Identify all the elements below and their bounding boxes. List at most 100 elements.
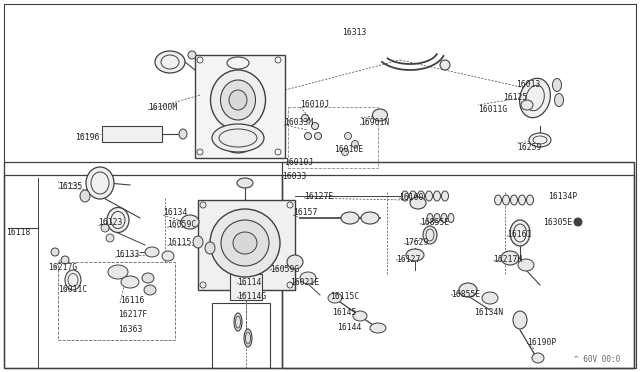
Text: 16217G: 16217G xyxy=(48,263,77,272)
Ellipse shape xyxy=(287,255,303,269)
Ellipse shape xyxy=(142,273,154,283)
Bar xyxy=(4,175,282,368)
Ellipse shape xyxy=(305,132,312,140)
Text: 16010J: 16010J xyxy=(284,158,313,167)
Text: 16059C: 16059C xyxy=(167,220,196,229)
Ellipse shape xyxy=(211,70,266,130)
Text: 16144: 16144 xyxy=(337,323,362,332)
Ellipse shape xyxy=(179,129,187,139)
Text: 16115C: 16115C xyxy=(330,292,359,301)
Bar xyxy=(230,274,262,300)
Ellipse shape xyxy=(426,191,433,201)
Ellipse shape xyxy=(521,100,533,110)
Ellipse shape xyxy=(520,78,550,118)
Ellipse shape xyxy=(65,270,81,290)
Ellipse shape xyxy=(502,195,509,205)
Ellipse shape xyxy=(193,236,203,248)
Ellipse shape xyxy=(511,195,518,205)
Ellipse shape xyxy=(574,218,582,226)
Text: 16134N: 16134N xyxy=(474,308,503,317)
Ellipse shape xyxy=(441,214,447,222)
Ellipse shape xyxy=(301,115,308,122)
Text: 16116: 16116 xyxy=(120,296,145,305)
Ellipse shape xyxy=(552,78,561,92)
Ellipse shape xyxy=(448,214,454,222)
Ellipse shape xyxy=(86,167,114,199)
Text: 16100M: 16100M xyxy=(148,103,177,112)
Ellipse shape xyxy=(107,208,129,232)
Ellipse shape xyxy=(372,109,387,121)
Text: 16161: 16161 xyxy=(507,230,531,239)
Text: 16901N: 16901N xyxy=(360,118,389,127)
Ellipse shape xyxy=(501,251,519,265)
Ellipse shape xyxy=(423,226,437,244)
Bar xyxy=(282,175,634,368)
Ellipse shape xyxy=(314,132,321,140)
Text: 16855E: 16855E xyxy=(420,218,449,227)
Ellipse shape xyxy=(410,191,417,201)
Bar xyxy=(4,162,634,368)
Text: 16190P: 16190P xyxy=(527,338,556,347)
Ellipse shape xyxy=(459,283,477,297)
Text: 16021E: 16021E xyxy=(290,278,319,287)
Text: 16217H: 16217H xyxy=(493,255,522,264)
Text: 16135: 16135 xyxy=(58,182,83,191)
Ellipse shape xyxy=(401,191,408,201)
Ellipse shape xyxy=(233,232,257,254)
Ellipse shape xyxy=(51,248,59,256)
Ellipse shape xyxy=(410,197,426,209)
Text: 16217F: 16217F xyxy=(118,310,147,319)
Ellipse shape xyxy=(344,132,351,140)
Bar xyxy=(282,162,634,368)
Text: 16160: 16160 xyxy=(399,193,424,202)
Text: 16127E: 16127E xyxy=(304,192,333,201)
Bar xyxy=(195,55,285,158)
Ellipse shape xyxy=(101,224,109,232)
Ellipse shape xyxy=(440,60,450,70)
Ellipse shape xyxy=(229,90,247,110)
Bar xyxy=(58,262,175,340)
Text: 16059G: 16059G xyxy=(270,265,300,274)
Text: 16118: 16118 xyxy=(6,228,30,237)
Text: 16305E: 16305E xyxy=(543,218,572,227)
Text: 16010J: 16010J xyxy=(300,100,329,109)
Ellipse shape xyxy=(353,311,367,321)
Ellipse shape xyxy=(188,51,196,59)
Ellipse shape xyxy=(312,122,319,129)
Text: 16145: 16145 xyxy=(332,308,356,317)
Bar xyxy=(198,200,295,290)
Text: 17629: 17629 xyxy=(404,238,428,247)
Ellipse shape xyxy=(80,190,90,202)
Bar xyxy=(212,303,270,368)
Ellipse shape xyxy=(370,323,386,333)
Ellipse shape xyxy=(108,265,128,279)
Text: 16011C: 16011C xyxy=(58,285,87,294)
Ellipse shape xyxy=(527,195,534,205)
Ellipse shape xyxy=(106,234,114,242)
Ellipse shape xyxy=(433,191,440,201)
Bar xyxy=(288,107,378,168)
Ellipse shape xyxy=(510,220,530,246)
Text: ^ 60V 00:0: ^ 60V 00:0 xyxy=(573,355,620,364)
Text: 16114: 16114 xyxy=(237,278,261,287)
Ellipse shape xyxy=(144,285,156,295)
Ellipse shape xyxy=(221,220,269,266)
Text: 16115: 16115 xyxy=(167,238,191,247)
Ellipse shape xyxy=(361,212,379,224)
Ellipse shape xyxy=(554,93,563,106)
Ellipse shape xyxy=(406,249,424,261)
Text: 16127: 16127 xyxy=(396,255,420,264)
Text: 16011G: 16011G xyxy=(478,105,508,114)
Text: 16196: 16196 xyxy=(75,133,99,142)
Ellipse shape xyxy=(237,178,253,188)
Text: 16010E: 16010E xyxy=(334,145,364,154)
Ellipse shape xyxy=(121,276,139,288)
Ellipse shape xyxy=(342,148,349,155)
Text: 16033: 16033 xyxy=(282,172,307,181)
Ellipse shape xyxy=(328,293,342,303)
Text: 16134: 16134 xyxy=(163,208,188,217)
Ellipse shape xyxy=(434,214,440,222)
Ellipse shape xyxy=(442,191,449,201)
Ellipse shape xyxy=(162,251,174,261)
Ellipse shape xyxy=(518,195,525,205)
